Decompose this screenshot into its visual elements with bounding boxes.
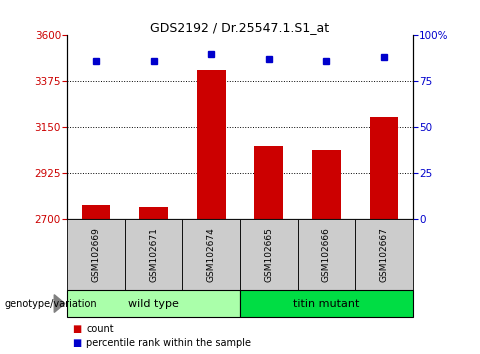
Bar <box>197 70 226 219</box>
Bar <box>240 219 298 290</box>
Text: wild type: wild type <box>128 298 179 309</box>
Text: GSM102665: GSM102665 <box>264 227 273 282</box>
Bar <box>370 117 398 219</box>
Text: GSM102667: GSM102667 <box>380 227 388 282</box>
Bar <box>312 150 341 219</box>
Text: titin mutant: titin mutant <box>293 298 360 309</box>
Bar <box>139 207 168 219</box>
Text: ■: ■ <box>72 324 81 334</box>
Title: GDS2192 / Dr.25547.1.S1_at: GDS2192 / Dr.25547.1.S1_at <box>150 21 330 34</box>
Bar <box>298 219 355 290</box>
Text: GSM102671: GSM102671 <box>149 227 158 282</box>
Bar <box>67 219 125 290</box>
Text: count: count <box>86 324 114 334</box>
Text: percentile rank within the sample: percentile rank within the sample <box>86 338 252 348</box>
Text: genotype/variation: genotype/variation <box>5 298 97 309</box>
Text: ■: ■ <box>72 338 81 348</box>
Text: GSM102669: GSM102669 <box>92 227 100 282</box>
Bar <box>82 205 110 219</box>
Bar <box>355 219 413 290</box>
Bar <box>125 219 182 290</box>
Text: GSM102674: GSM102674 <box>207 228 216 282</box>
Bar <box>254 146 283 219</box>
Bar <box>67 290 240 317</box>
Bar <box>182 219 240 290</box>
Bar <box>240 290 413 317</box>
Text: GSM102666: GSM102666 <box>322 227 331 282</box>
